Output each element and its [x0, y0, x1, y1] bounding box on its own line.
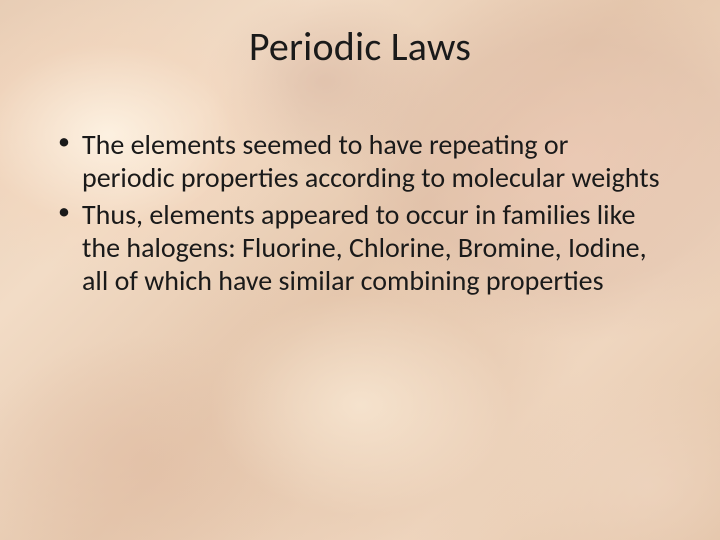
- slide-body: The elements seemed to have repeating or…: [54, 128, 666, 301]
- bullet-item: Thus, elements appeared to occur in fami…: [54, 198, 666, 297]
- bullet-item: The elements seemed to have repeating or…: [54, 128, 666, 194]
- slide-title: Periodic Laws: [0, 22, 720, 71]
- bullet-list: The elements seemed to have repeating or…: [54, 128, 666, 297]
- slide-container: Periodic Laws The elements seemed to hav…: [0, 0, 720, 540]
